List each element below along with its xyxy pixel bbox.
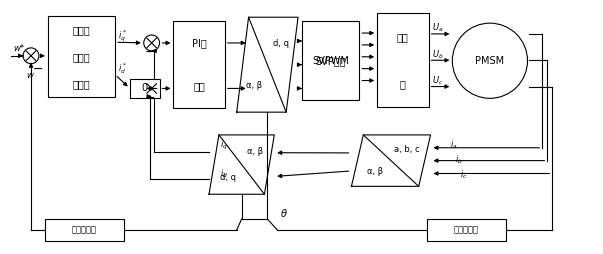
- Text: PI控: PI控: [192, 38, 206, 48]
- Text: α, β: α, β: [246, 81, 262, 90]
- Text: 二阶互: 二阶互: [72, 25, 90, 35]
- Text: SVP宝山: SVP宝山: [315, 56, 346, 66]
- Text: α, β: α, β: [367, 167, 383, 177]
- Text: 控制器: 控制器: [72, 79, 90, 89]
- Text: $i_q$: $i_q$: [220, 139, 228, 152]
- Text: 0: 0: [142, 83, 148, 93]
- Text: SVPWM: SVPWM: [312, 56, 349, 66]
- Text: $U_b$: $U_b$: [432, 48, 443, 60]
- Text: 逆变: 逆变: [397, 32, 409, 42]
- Text: 光电编码器: 光电编码器: [453, 225, 479, 234]
- Text: α, β: α, β: [247, 147, 263, 156]
- Bar: [302, 21, 359, 100]
- Text: $U_c$: $U_c$: [432, 74, 443, 87]
- Text: $i_c$: $i_c$: [460, 169, 468, 181]
- Bar: [48, 16, 115, 97]
- Polygon shape: [237, 17, 298, 112]
- Text: PMSM: PMSM: [475, 56, 505, 66]
- Text: 补滑模: 补滑模: [72, 52, 90, 62]
- Bar: [426, 219, 506, 241]
- Text: −: −: [145, 92, 155, 105]
- Text: θ: θ: [281, 209, 287, 219]
- Text: 角速度估算: 角速度估算: [72, 225, 97, 234]
- Text: $U_a$: $U_a$: [432, 22, 443, 34]
- Bar: [45, 219, 124, 241]
- Bar: [377, 13, 429, 107]
- Text: $i_q^*$: $i_q^*$: [118, 28, 127, 44]
- Text: $i_a$: $i_a$: [450, 139, 458, 151]
- Bar: [130, 78, 160, 98]
- Text: $i_b$: $i_b$: [455, 153, 463, 166]
- Text: d, q: d, q: [273, 39, 289, 48]
- Circle shape: [144, 35, 160, 51]
- Text: $i_d$: $i_d$: [220, 167, 228, 180]
- Bar: [174, 21, 225, 108]
- Circle shape: [144, 81, 160, 96]
- Circle shape: [452, 23, 528, 98]
- Text: $i_d^*$: $i_d^*$: [118, 61, 127, 76]
- Text: −: −: [145, 46, 155, 59]
- Text: d, q: d, q: [221, 173, 236, 182]
- Polygon shape: [352, 135, 431, 186]
- Text: 器: 器: [400, 79, 406, 89]
- Text: w*: w*: [13, 44, 24, 53]
- Text: 制器: 制器: [193, 82, 205, 91]
- Polygon shape: [209, 135, 274, 194]
- Circle shape: [23, 48, 39, 64]
- Text: w: w: [26, 71, 33, 80]
- Text: −: −: [33, 63, 43, 76]
- Text: a, b, c: a, b, c: [394, 145, 420, 154]
